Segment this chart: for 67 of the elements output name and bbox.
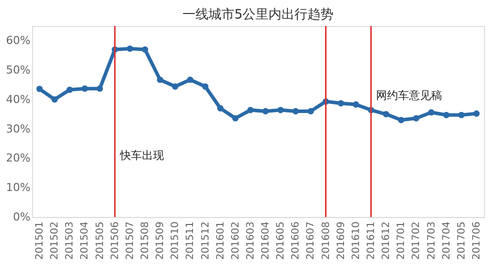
y-tick-label: 50% [6, 64, 30, 77]
point [82, 85, 88, 92]
x-tick-label: 201506 [110, 222, 121, 260]
point [277, 106, 284, 114]
x-tick-label: 201606 [290, 222, 302, 260]
x-tick-label: 201511 [185, 222, 196, 260]
point [428, 109, 434, 116]
point [126, 45, 134, 52]
y-tick-label: 0% [13, 210, 30, 224]
point [292, 108, 299, 114]
x-tick-label: 201603 [245, 222, 256, 260]
x-tick-label: 201509 [155, 222, 166, 260]
x-tick-label: 201701 [396, 222, 408, 260]
point [66, 86, 73, 93]
x-tick-label: 201512 [200, 222, 212, 260]
x-tick-label: 201705 [456, 222, 468, 260]
point [36, 86, 43, 92]
x-tick-label: 201704 [441, 222, 452, 260]
x-tick-label: 201508 [140, 222, 151, 260]
x-tick-label: 201503 [64, 222, 76, 260]
point [413, 115, 420, 122]
point [398, 116, 404, 124]
point [142, 46, 148, 53]
x-tick-label: 201607 [306, 222, 317, 260]
x-tick-label: 201703 [426, 222, 438, 260]
x-tick-label: 201507 [124, 222, 136, 260]
point [96, 85, 103, 92]
x-tick-label: 201505 [94, 222, 106, 260]
point [232, 115, 239, 122]
point [51, 96, 58, 103]
y-tick-label: 10% [6, 181, 30, 194]
y-tick-label: 30% [6, 122, 30, 136]
x-tick-label: 201612 [381, 222, 392, 260]
x-tick-label: 201605 [276, 222, 287, 260]
point [156, 76, 164, 83]
chart-title: 一线城市5公里内出行趋势 [182, 7, 334, 22]
x-tick-label: 201706 [471, 222, 482, 260]
x-tick-label: 201610 [350, 222, 362, 260]
point [308, 108, 314, 114]
point [352, 101, 360, 108]
point [262, 108, 269, 114]
x-tick-label: 201601 [215, 222, 226, 260]
point [217, 105, 224, 112]
ref-line-label: 网约车意见稿 [376, 89, 442, 102]
x-tick-label: 201504 [80, 222, 91, 260]
point [338, 100, 344, 106]
x-tick-label: 201501 [34, 222, 46, 260]
x-tick-label: 201502 [50, 222, 61, 260]
ref-line-label: 快车出现 [118, 149, 164, 162]
point [382, 111, 390, 118]
x-tick-label: 201611 [366, 222, 377, 260]
point [187, 76, 194, 83]
y-tick-label: 40% [6, 92, 30, 106]
x-tick-label: 201609 [336, 222, 347, 260]
x-tick-label: 201510 [170, 222, 182, 260]
point [247, 106, 254, 114]
y-tick-label: 60% [6, 34, 30, 48]
x-tick-label: 201604 [260, 222, 272, 260]
point [443, 112, 450, 118]
point [202, 83, 208, 90]
x-tick-label: 201602 [230, 222, 242, 260]
y-tick-label: 20% [6, 152, 30, 165]
x-tick-label: 201608 [320, 222, 332, 260]
point [473, 110, 480, 117]
point [172, 83, 178, 90]
point [458, 112, 465, 118]
x-tick-label: 201702 [411, 222, 422, 260]
